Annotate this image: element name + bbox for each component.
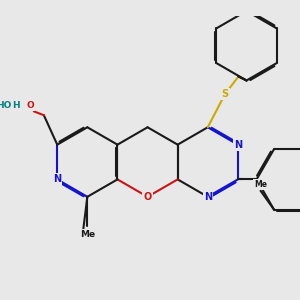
- Text: Me: Me: [254, 180, 267, 189]
- Text: H: H: [12, 101, 20, 110]
- Text: N: N: [204, 192, 212, 202]
- Text: HO: HO: [0, 101, 12, 110]
- Text: N: N: [53, 174, 61, 184]
- Text: S: S: [222, 89, 229, 99]
- Text: N: N: [234, 140, 242, 150]
- Text: O: O: [26, 101, 34, 110]
- Text: Me: Me: [80, 230, 95, 239]
- Text: O: O: [143, 192, 152, 202]
